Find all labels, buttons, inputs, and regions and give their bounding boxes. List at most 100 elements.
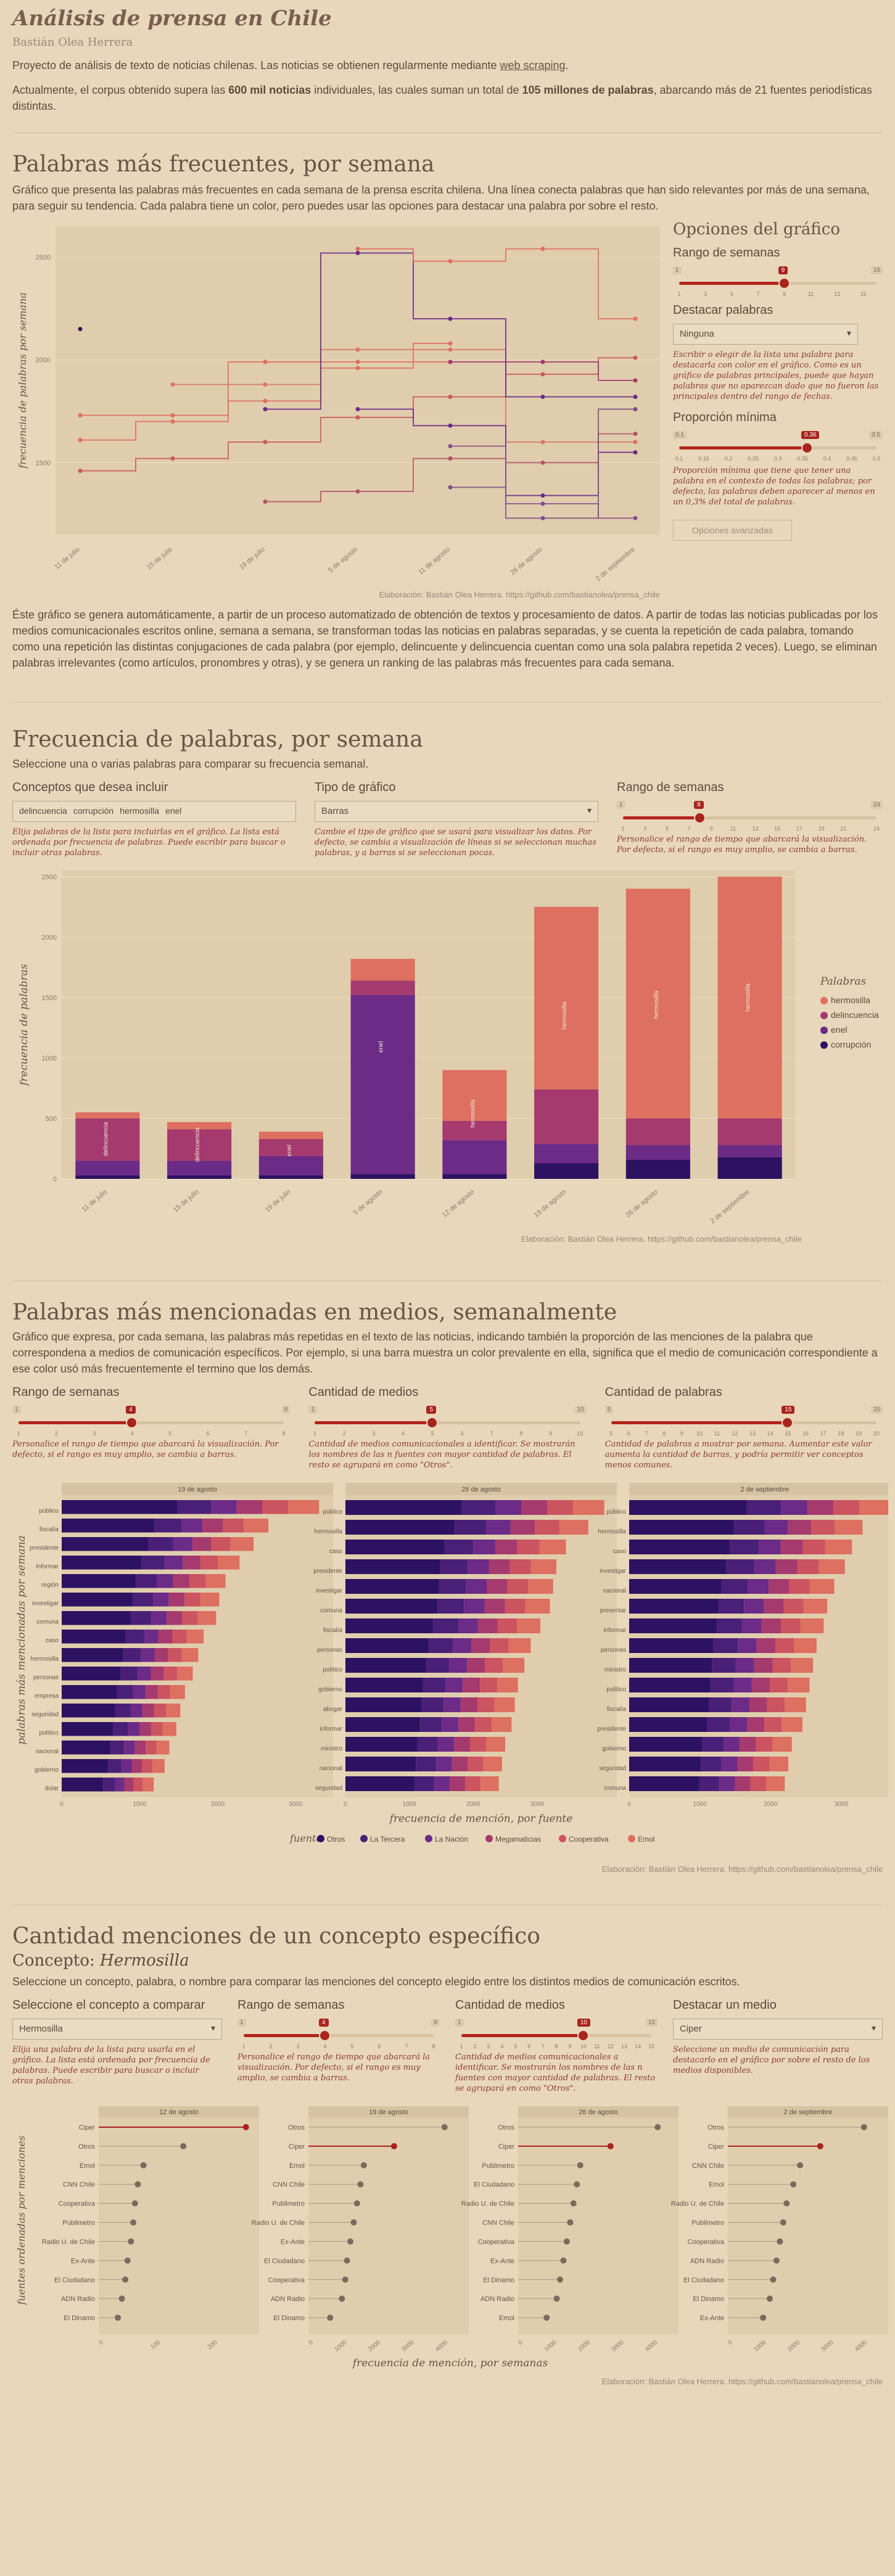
- slider-tick-label: 6: [527, 2043, 531, 2049]
- bar-segment: [142, 1759, 152, 1773]
- bar-segment: [168, 1648, 182, 1662]
- proportion-slider[interactable]: 0.1 0.36 0.5 0.1 0.15 0.2 0.25 0.3 0.35 0.4 0.4…: [673, 431, 883, 462]
- bar-segment: [125, 1630, 144, 1644]
- bar-segment: [138, 1667, 151, 1681]
- slider-tick-label: 19: [855, 1430, 862, 1437]
- source-label: El Ciudadano: [54, 2276, 95, 2284]
- web-scraping-link[interactable]: web scraping: [500, 59, 566, 72]
- bar-segment: [350, 995, 415, 1175]
- slider-tick-label: 0.35: [797, 456, 808, 462]
- bar-segment: [172, 1630, 187, 1644]
- slider-knob[interactable]: [577, 2030, 589, 2041]
- facet-header: [345, 1483, 617, 1495]
- data-point: [633, 440, 638, 445]
- bar-segment: [477, 1618, 498, 1633]
- concepts-input[interactable]: delincuencia corrupción hermosilla enel: [12, 801, 296, 822]
- bar-segment: [62, 1704, 115, 1718]
- bar-segment: [811, 1520, 835, 1535]
- bar-segment: [141, 1556, 165, 1570]
- slider-tick-label: 14: [634, 2043, 641, 2049]
- bar-segment: [176, 1667, 193, 1681]
- x-tick-label: 1000: [402, 1801, 416, 1808]
- facet-title: 19 de agosto: [369, 2109, 408, 2116]
- bar-segment: [770, 1678, 788, 1692]
- slider-knob[interactable]: [782, 1417, 794, 1429]
- x-tick-label: 0: [727, 2339, 735, 2347]
- slider-knob[interactable]: [801, 442, 813, 454]
- lollipop-dot: [574, 2181, 580, 2188]
- slider-knob[interactable]: [694, 812, 706, 824]
- data-point: [263, 499, 268, 504]
- slider-knob[interactable]: [426, 1417, 439, 1429]
- slider-knob[interactable]: [126, 1417, 138, 1429]
- bar-segment: [480, 1678, 498, 1692]
- lollipop-dot: [607, 2143, 614, 2149]
- advanced-options-button[interactable]: Opciones avanzadas: [673, 520, 792, 541]
- concept-select[interactable]: Hermosilla ▾: [12, 2019, 222, 2040]
- chart-type-select[interactable]: Barras ▾: [315, 801, 598, 822]
- lollipop-dot: [130, 2219, 136, 2226]
- bar-segment: [182, 1611, 198, 1625]
- slider-knob[interactable]: [319, 2030, 331, 2041]
- bar-segment: [802, 1540, 825, 1554]
- bar-segment: [181, 1648, 199, 1662]
- credit: Elaboración: Bastián Olea Herrera. https…: [521, 1234, 802, 1244]
- bar-segment: [120, 1667, 138, 1681]
- sources-count-slider[interactable]: 1 5 10 1 2 3 4 5 6 7 8 9 10: [308, 1406, 587, 1437]
- bar-segment: [167, 1160, 232, 1176]
- lollipop-dot: [131, 2200, 138, 2207]
- word-label: seguridad: [599, 1765, 626, 1772]
- section-desc: Gráfico que expresa, por cada semana, la…: [12, 1331, 878, 1375]
- x-tick-label: 2 de septiembre: [709, 1188, 751, 1225]
- concept-chip[interactable]: hermosilla: [120, 806, 160, 816]
- bar-segment: [416, 1757, 437, 1771]
- words-count-slider[interactable]: 5 15 20 5 6 7 8 9 10 11 12 13 14 15 16 17 18 19 20: [604, 1406, 883, 1437]
- bar-segment: [110, 1741, 125, 1755]
- legend-swatch: [628, 1835, 635, 1842]
- bar-segment: [440, 1559, 468, 1574]
- data-point: [170, 419, 175, 424]
- slider-tick-label: 10: [580, 2043, 587, 2049]
- bar-segment: [156, 1741, 170, 1755]
- source-label: Ciper: [708, 2143, 725, 2151]
- concept-select-label: Seleccione el concepto a comparar: [12, 1998, 205, 2012]
- slider-knob[interactable]: [778, 277, 790, 289]
- word-label: seguridad: [31, 1712, 59, 1718]
- bar-segment: [466, 1579, 487, 1594]
- highlight-source-select[interactable]: Ciper ▾: [673, 2019, 883, 2040]
- weeks-range-slider[interactable]: 1 8 24 1 3 5 7 9 11 13 15 17 19 21 24: [617, 801, 883, 832]
- slider-tick-label: 13: [833, 291, 841, 297]
- concept-chip[interactable]: delincuencia: [19, 806, 67, 816]
- sources-count-label: Cantidad de medios: [308, 1385, 419, 1399]
- sources-count-slider[interactable]: 1 10 15 1 2 3 4 5 6 7 8 9 10 11 12 13 14 15: [455, 2019, 658, 2049]
- bar-segment: [345, 1678, 423, 1692]
- bar-segment: [117, 1685, 133, 1699]
- bar-segment: [629, 1737, 703, 1752]
- x-tick-label: 0: [518, 2339, 525, 2347]
- concept-chip[interactable]: enel: [165, 806, 182, 816]
- lollipop-dot: [118, 2295, 125, 2302]
- bar-segment: [788, 1678, 810, 1692]
- data-point: [355, 359, 360, 364]
- bar-segment: [437, 1599, 464, 1614]
- concept-chip[interactable]: corrupción: [73, 806, 114, 816]
- highlight-select[interactable]: Ninguna ▾: [673, 324, 858, 345]
- bar-segment: [442, 1174, 507, 1179]
- bar-segment: [146, 1741, 157, 1755]
- slider-tick-label: 4: [323, 2043, 327, 2049]
- data-point: [263, 382, 268, 387]
- bar-segment: [442, 1070, 507, 1121]
- bar-label: hermosilla: [745, 983, 752, 1012]
- bar-segment: [139, 1722, 152, 1736]
- bar-segment: [62, 1593, 133, 1607]
- data-point: [448, 259, 453, 264]
- bar-segment: [485, 1737, 506, 1752]
- data-point: [540, 493, 545, 498]
- x-tick-label: 26 de agosto: [624, 1188, 659, 1219]
- weeks-range-slider[interactable]: 1 9 16 1 3 5 7 9 11 13 15: [673, 266, 883, 297]
- bar-segment: [167, 1611, 183, 1625]
- lollipop-dot: [780, 2219, 786, 2226]
- bar-segment: [464, 1776, 480, 1791]
